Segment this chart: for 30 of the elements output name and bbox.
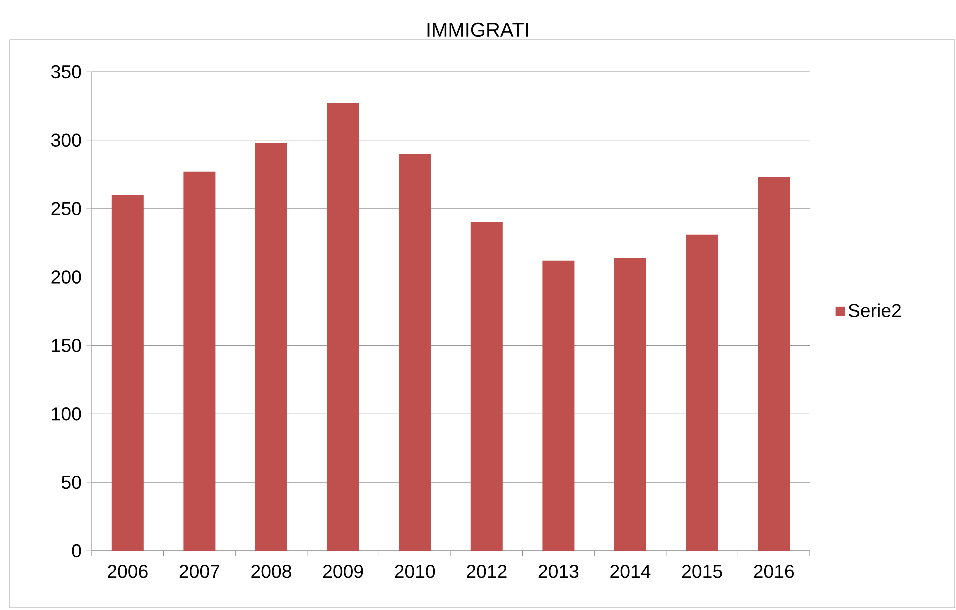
bar bbox=[686, 234, 718, 551]
x-tick-label: 2012 bbox=[467, 565, 507, 578]
bar bbox=[542, 260, 575, 551]
y-tick-label: 0 bbox=[72, 544, 82, 558]
bar bbox=[184, 172, 216, 551]
bar bbox=[758, 177, 790, 551]
x-tick-label: 2014 bbox=[610, 565, 651, 578]
x-tick-label: 2008 bbox=[252, 565, 292, 578]
x-tick-label: 2006 bbox=[108, 565, 148, 578]
legend-label: Serie2 bbox=[848, 304, 901, 318]
bar bbox=[470, 222, 503, 551]
bar bbox=[399, 154, 432, 551]
y-tick-label: 50 bbox=[62, 476, 82, 490]
x-tick-label: 2007 bbox=[180, 565, 220, 578]
y-tick-label: 250 bbox=[52, 202, 82, 216]
bar bbox=[256, 143, 288, 551]
bar bbox=[112, 195, 144, 551]
x-tick-label: 2016 bbox=[754, 565, 794, 578]
x-tick-label: 2010 bbox=[395, 565, 436, 578]
bar bbox=[327, 103, 360, 551]
bar bbox=[614, 258, 647, 551]
y-tick-label: 150 bbox=[52, 339, 82, 352]
y-tick-label: 300 bbox=[52, 134, 82, 148]
y-tick-label: 200 bbox=[52, 270, 82, 284]
chart-title: IMMIGRATI bbox=[428, 22, 528, 38]
x-tick-label: 2013 bbox=[538, 565, 579, 578]
y-tick-label: 100 bbox=[52, 408, 82, 421]
x-tick-label: 2009 bbox=[323, 565, 364, 578]
x-tick-label: 2015 bbox=[682, 565, 722, 578]
y-tick-label: 350 bbox=[52, 65, 82, 79]
